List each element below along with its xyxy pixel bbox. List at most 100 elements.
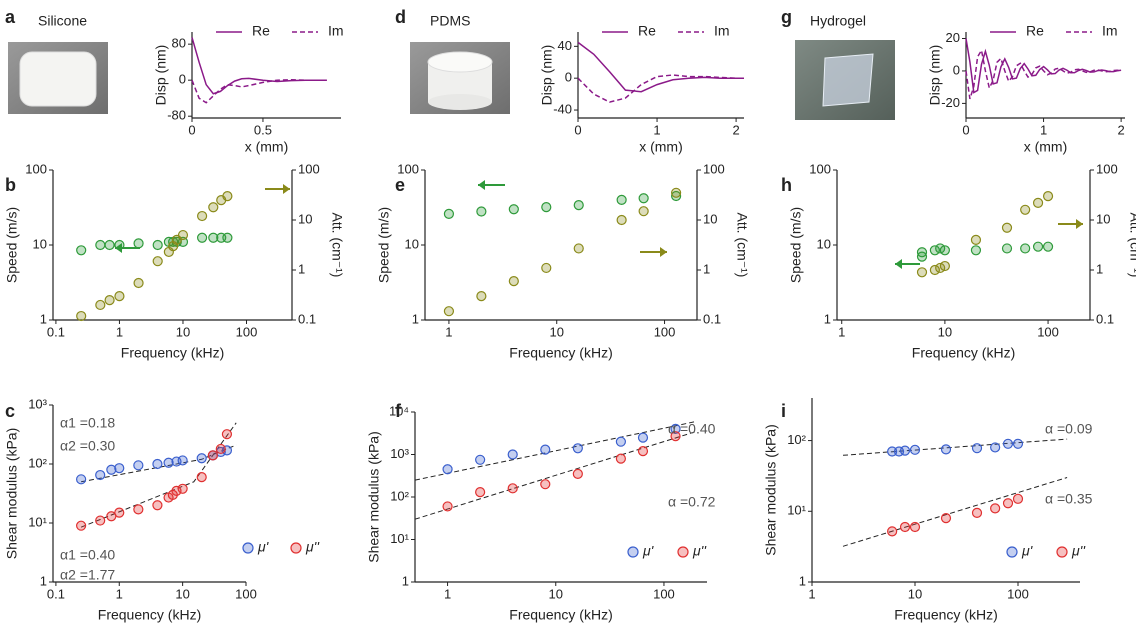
y-tick-label: 10 [405, 236, 419, 251]
data-point [197, 232, 208, 243]
data-point [670, 431, 681, 442]
x-tick-label: 10 [549, 586, 563, 601]
data-point [76, 310, 87, 322]
data-point [76, 520, 87, 531]
panel-label: e [395, 175, 405, 195]
y-tick-label: 1 [40, 573, 47, 588]
x-tick-label: 100 [236, 324, 258, 339]
data-point [475, 487, 486, 498]
data-point [177, 483, 188, 494]
y-tick-label: 10¹ [787, 503, 806, 518]
legend-label: Im [328, 23, 344, 39]
data-point [95, 515, 106, 526]
data-point [152, 500, 163, 511]
sample-name: Silicone [38, 13, 87, 29]
y2-tick-label: 1 [298, 261, 305, 276]
data-point [1042, 241, 1054, 252]
x-tick-label: 100 [653, 586, 675, 601]
x-tick-label: 10 [176, 324, 190, 339]
y2-tick-label: 0.1 [703, 311, 721, 326]
data-point [95, 299, 106, 311]
fit-line [414, 430, 697, 520]
legend-label: μ' [1021, 543, 1034, 559]
data-point [507, 483, 518, 494]
data-point [222, 232, 233, 243]
data-point [177, 455, 188, 466]
y2-tick-label: 100 [703, 161, 725, 176]
data-point [940, 444, 952, 455]
data-point [909, 444, 921, 455]
data-point [899, 521, 911, 533]
x-tick-label: 10 [908, 586, 922, 601]
y-axis-label: Shear modulus (kPa) [763, 424, 779, 556]
y-axis-label: Speed (m/s) [376, 207, 392, 283]
data-point [114, 463, 125, 474]
data-point [215, 443, 226, 455]
x-tick-label: 1 [116, 586, 123, 601]
y-tick-label: 100 [397, 161, 419, 176]
data-point [615, 453, 626, 464]
data-point [1020, 243, 1031, 254]
data-point [939, 260, 950, 272]
data-point [671, 190, 682, 202]
y-axis-label: Speed (m/s) [4, 207, 20, 283]
data-point [1001, 222, 1013, 233]
data-point [152, 458, 163, 470]
data-point [133, 460, 144, 471]
data-point [637, 446, 649, 457]
y-axis-label: Shear modulus (kPa) [4, 428, 20, 560]
legend-label: μ'' [1071, 543, 1086, 559]
data-point [196, 471, 207, 483]
data-point [508, 275, 519, 287]
legend-label: Im [1102, 23, 1118, 39]
data-point [916, 247, 928, 258]
data-point [573, 200, 584, 211]
data-point [1012, 493, 1024, 504]
data-point [95, 239, 106, 251]
data-point [540, 444, 551, 455]
data-point [638, 193, 649, 204]
data-point [197, 210, 208, 222]
legend-swatch [1006, 546, 1018, 558]
x-axis-label: x (mm) [1024, 139, 1068, 155]
data-point [939, 245, 950, 256]
data-point [1001, 243, 1013, 254]
legend-label: μ' [257, 539, 270, 555]
data-point [970, 234, 982, 245]
data-point [940, 513, 952, 524]
data-point [208, 202, 219, 213]
data-point [1012, 438, 1024, 449]
y2-tick-label: 100 [1096, 161, 1118, 176]
sample-shape [822, 53, 874, 107]
y-tick-label: 1 [824, 311, 831, 326]
data-point [1042, 191, 1054, 202]
data-point [990, 442, 1001, 453]
data-point [476, 291, 487, 302]
data-point [916, 267, 928, 278]
legend-label: μ'' [305, 539, 320, 555]
data-point [572, 443, 583, 454]
y-tick-label: 10 [817, 236, 831, 251]
annotation: α2 =0.30 [60, 438, 115, 454]
x-tick-label: 1 [1040, 122, 1047, 137]
data-point [133, 238, 144, 249]
series-line [577, 41, 744, 93]
panel-label: d [395, 7, 406, 27]
data-point [573, 243, 584, 254]
data-point [971, 507, 983, 518]
x-tick-label: 100 [1037, 324, 1059, 339]
series-line [191, 78, 327, 104]
x-axis-label: Frequency (kHz) [509, 607, 612, 623]
data-point [508, 204, 519, 215]
panel-label: c [5, 401, 15, 421]
annotation: α1 =0.40 [60, 547, 115, 563]
data-point [507, 449, 518, 460]
sample-shape [19, 51, 97, 107]
legend-swatch [627, 546, 639, 558]
data-point [899, 445, 911, 456]
data-point [222, 191, 233, 202]
x-axis-label: x (mm) [245, 139, 289, 155]
sample-name: PDMS [430, 13, 470, 29]
data-point [1002, 498, 1014, 509]
data-point [221, 429, 233, 440]
